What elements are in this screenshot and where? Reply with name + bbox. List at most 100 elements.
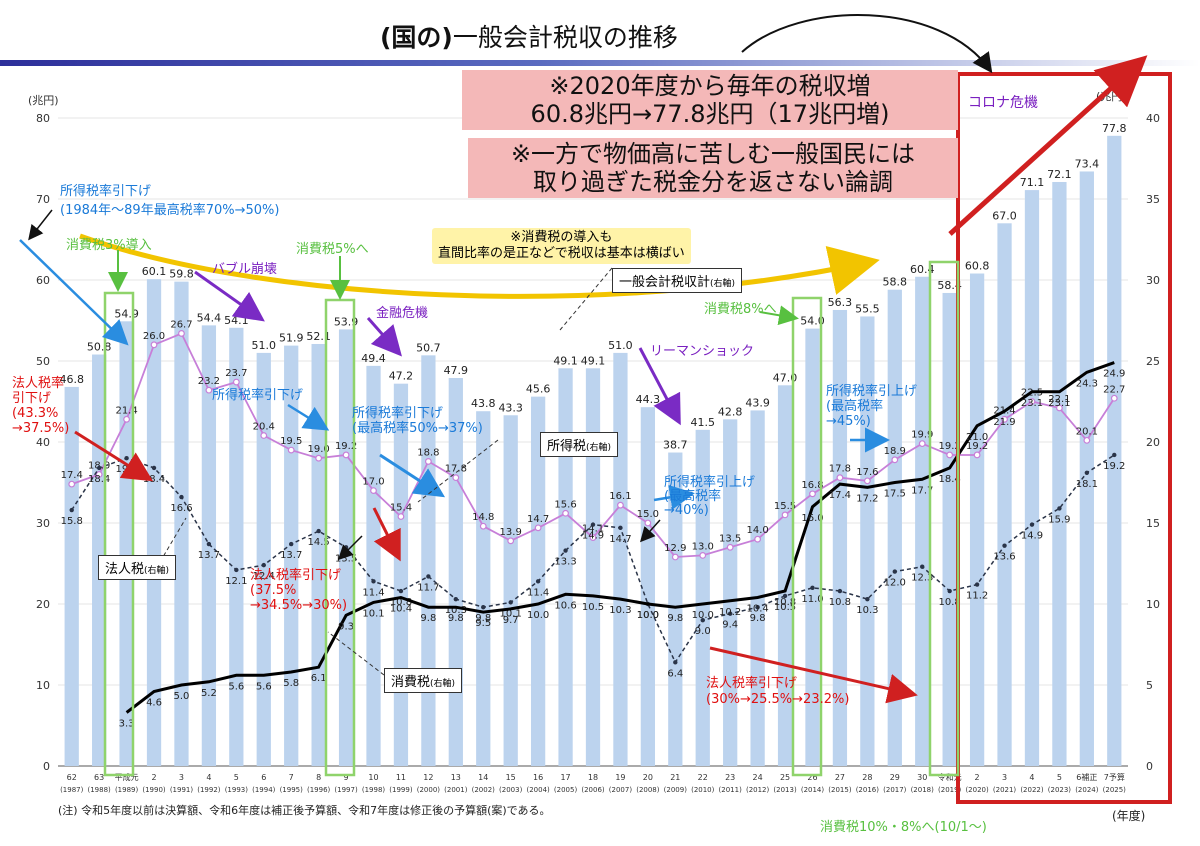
x-tick-year: (2012) [746,786,770,794]
data-label-corporate: 9.8 [750,613,766,624]
left-tick-label: 80 [36,112,50,125]
legend-general-text: 一般会計税収計 [619,275,711,290]
x-tick-year: (1995) [280,786,304,794]
income-cut-3-label: 所得税率引下げ (最高税率50%→37%) [352,406,483,436]
data-label-income: 21.4 [115,405,137,416]
point-income [644,519,652,527]
legend-consumption: 消費税(右軸) [384,668,463,693]
highlight-2-line2: 取り過ぎた税金分を返さない論調 [533,168,893,196]
x-tick-year: (1988) [88,786,112,794]
bar-general-tax [750,410,765,766]
data-label-corporate: 14.9 [582,531,604,542]
data-label-corporate: 13.7 [280,550,302,561]
title-arrow [741,14,993,74]
x-tick-label: 19 [615,773,625,782]
bar-general-tax [832,309,848,766]
bar-value-label: 54.9 [114,307,139,320]
bar-value-label: 59.8 [169,268,194,281]
data-label-corporate: 9.8 [475,613,491,624]
x-tick-year: (2015) [828,786,852,794]
x-tick-year: (2022) [1020,786,1044,794]
data-label-corporate: 10.3 [856,605,878,616]
right-tick-label: 10 [1146,598,1160,611]
x-tick-year: (2007) [609,786,633,794]
x-tick-label: 7 [289,773,294,782]
x-tick-year: (2011) [719,786,743,794]
corp-cut-1-line3: (43.3% [12,406,59,421]
data-label-corporate: 18.1 [1076,479,1098,490]
data-label-consumption: 17.4 [829,490,851,501]
consumption-8-label: 消費税8%へ [704,302,777,317]
data-label-corporate: 13.6 [993,552,1015,563]
bar-general-tax [640,407,656,766]
data-label-income: 17.6 [856,467,878,478]
data-label-consumption: 10.0 [637,610,659,621]
corp-cut-2-label: 法人税率引下げ (37.5% →34.5%→30%) [250,568,347,613]
income-up-1-label: 所得税率引上げ (最高税率 →40%) [664,476,755,518]
point-corporate [1084,470,1090,475]
x-tick-label: 11 [396,773,406,782]
x-tick-label: 18 [588,773,598,782]
point-corporate [1112,452,1117,458]
point-corporate [810,585,815,590]
data-label-consumption: 5.2 [201,688,217,699]
data-label-income: 20.1 [1076,426,1098,437]
data-label-consumption: 23.1 [1021,398,1043,409]
arrow-consumption-8 [759,305,799,326]
header-rule [0,60,1200,66]
data-label-consumption: 10.1 [362,608,384,619]
x-tick-year: (2014) [801,786,825,794]
data-label-consumption: 10.5 [582,602,604,613]
point-corporate [453,596,459,602]
x-tick-year: (2018) [911,786,935,794]
income-cut-1984-label: 所得税率引下げ (1984年～89年最高税率70%→50%) [60,180,279,218]
point-income [1056,404,1063,412]
bar-value-label: 60.4 [910,263,935,276]
x-tick-label: 9 [344,773,349,782]
income-up-2-line2: (最高税率 [826,399,884,414]
data-label-income: 22.1 [1048,394,1070,405]
point-corporate [398,588,404,594]
point-income [726,543,734,551]
arrow-corp-cut-3 [709,646,918,704]
green-box-1989 [103,291,135,777]
bar-general-tax [997,223,1012,767]
x-tick-year: (1991) [170,786,194,794]
x-tick-year: (2024) [1075,786,1099,794]
bar-general-tax [64,386,79,766]
point-corporate [371,579,376,584]
bar-general-tax [366,365,381,766]
income-up-2-line3: →45%) [826,414,871,429]
data-label-income: 13.0 [692,541,714,552]
x-tick-year: (2004) [526,786,550,794]
consumption-5-label: 消費税5%へ [296,242,369,257]
lehman-label: リーマンショック [650,344,755,359]
point-income [68,480,76,488]
data-label-corporate: 10.8 [390,597,412,608]
x-tick-year: (1992) [197,786,221,794]
x-tick-label: 4 [1029,773,1034,782]
bar-general-tax [695,429,710,766]
point-corporate [865,596,870,602]
data-label-consumption: 18.4 [939,474,961,485]
x-tick-label: 30 [917,773,927,782]
leader-consumption [327,631,385,676]
data-label-consumption: 9.5 [475,618,491,629]
point-corporate [618,525,623,531]
arrow-black-2013 [639,519,661,543]
point-corporate [426,574,431,579]
data-label-corporate: 9.0 [695,626,711,637]
point-corporate [700,618,705,623]
x-tick-label: 3 [1002,773,1007,782]
data-label-income: 20.4 [253,422,275,433]
data-label-income: 23.7 [225,368,247,379]
yellow-trend-arrow [79,233,880,299]
data-label-income: 14.7 [527,514,549,525]
x-tick-year: (2006) [581,786,605,794]
arrow-income-cut-3 [379,453,446,498]
x-axis-title: (年度) [1112,808,1145,823]
bar-general-tax [1107,135,1122,766]
data-label-corporate: 10.5 [774,602,796,613]
x-tick-year: (2025) [1103,786,1127,794]
